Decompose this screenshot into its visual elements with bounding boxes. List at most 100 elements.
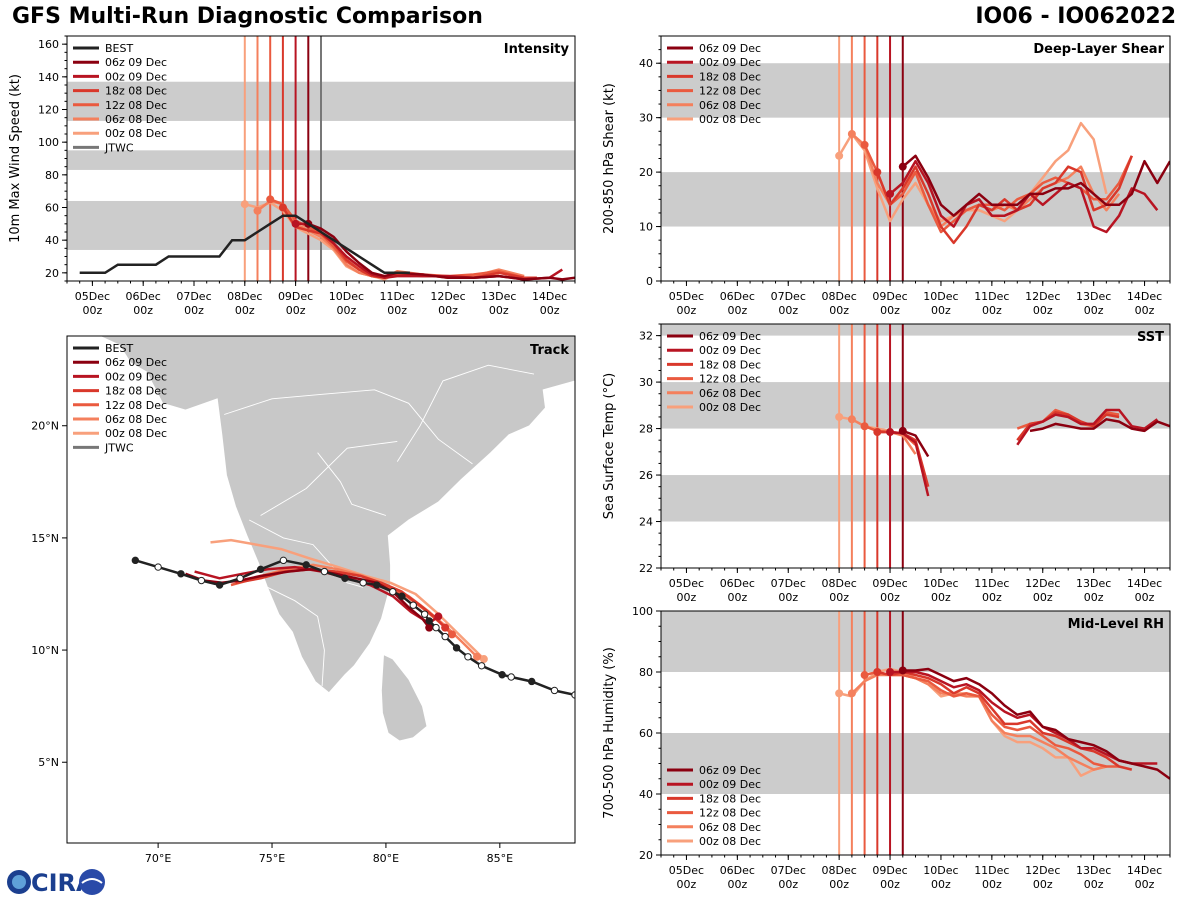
rh-series-start-point	[886, 668, 895, 676]
rh-plot-area	[661, 611, 1170, 855]
best-track-point	[507, 673, 515, 681]
rh-series-line	[864, 670, 1120, 768]
rh-panel: 2040608010005Dec00z06Dec00z07Dec00z08Dec…	[602, 605, 1171, 891]
track-frame	[66, 335, 576, 844]
shear-shade-band	[661, 63, 1170, 118]
rh-x-tick-label: 08Dec	[822, 864, 857, 877]
intensity-legend-label: 00z 08 Dec	[105, 127, 167, 140]
best-track-point	[550, 686, 559, 695]
rh-series-line	[902, 667, 1170, 780]
sst-x-tick-label: 06Dec	[720, 577, 755, 590]
best-track-point	[320, 567, 329, 576]
sst-series-line	[902, 418, 1170, 458]
rh-y-tick-label: 40	[639, 788, 653, 801]
track-legend-label: 06z 09 Dec	[105, 356, 167, 369]
shear-x-tick-label: 05Dec	[669, 290, 704, 303]
intensity-series-start-point	[291, 219, 300, 228]
intensity-x-tick-label: 00z	[83, 304, 103, 317]
sst-legend-label: 18z 08 Dec	[699, 358, 761, 371]
intensity-x-tick-label: 00z	[387, 304, 407, 317]
shear-x-tick-label: 00z	[677, 304, 697, 317]
sst-x-tick-label: 00z	[1135, 591, 1155, 604]
intensity-plot-area	[67, 36, 575, 281]
rh-series-line	[890, 670, 1158, 765]
best-track-point	[452, 644, 461, 652]
state-border-line	[248, 519, 364, 588]
track-y-tick-label: 10°N	[31, 644, 59, 657]
best-track-point	[256, 565, 265, 574]
intensity-y-tick-label: 120	[38, 104, 59, 117]
sst-panel-title: SST	[1137, 330, 1164, 345]
sri-lanka-landmass	[380, 653, 428, 742]
intensity-y-tick-label: 40	[45, 234, 59, 247]
intensity-x-tick-label: 06Dec	[126, 290, 161, 303]
track-x-tick-label: 80°E	[373, 852, 399, 865]
forecast-track-start-point	[434, 612, 443, 621]
shear-series-start-point	[873, 168, 882, 177]
intensity-x-tick-label: 00z	[540, 304, 560, 317]
rh-y-tick-label: 60	[639, 727, 653, 740]
best-track-point	[302, 561, 310, 569]
shear-x-tick-label: 00z	[880, 304, 900, 317]
sst-y-tick-label: 32	[639, 330, 653, 343]
shear-legend-label: 12z 08 Dec	[699, 85, 761, 98]
track-legend-label: 00z 08 Dec	[105, 427, 167, 440]
storm-id: IO06 - IO062022	[975, 4, 1176, 29]
intensity-y-tick-label: 80	[45, 169, 59, 182]
sst-x-tick-label: 00z	[1033, 591, 1053, 604]
track-legend-label: 18z 08 Dec	[105, 385, 167, 398]
sst-x-tick-label: 00z	[1084, 591, 1104, 604]
shear-x-tick-label: 06Dec	[720, 290, 755, 303]
best-track-point	[236, 574, 244, 582]
shear-legend-label: 00z 08 Dec	[699, 113, 761, 126]
shear-x-tick-label: 00z	[931, 304, 951, 317]
track-panel-title: Track	[530, 343, 569, 358]
shear-x-tick-label: 00z	[982, 304, 1002, 317]
state-border-line	[224, 389, 473, 465]
intensity-x-tick-label: 09Dec	[278, 290, 313, 303]
shear-x-tick-label: 14Dec	[1127, 290, 1162, 303]
sst-x-tick-label: 12Dec	[1025, 577, 1060, 590]
shear-legend-label: 00z 09 Dec	[699, 56, 761, 69]
best-track-point	[498, 671, 506, 679]
sst-x-tick-label: 00z	[829, 591, 849, 604]
sst-legend-label: 12z 08 Dec	[699, 373, 761, 386]
best-track-point	[409, 601, 417, 609]
rh-x-tick-label: 00z	[677, 878, 697, 891]
intensity-legend-label: 00z 09 Dec	[105, 70, 167, 83]
sst-legend-label: 00z 08 Dec	[699, 401, 761, 414]
shear-x-tick-label: 08Dec	[822, 290, 857, 303]
intensity-x-tick-label: 00z	[286, 304, 306, 317]
best-track-point	[197, 576, 206, 585]
intensity-y-tick-label: 20	[45, 267, 59, 280]
sst-x-tick-label: 14Dec	[1127, 577, 1162, 590]
track-legend-label: JTWC	[104, 441, 134, 454]
shear-series-start-point	[898, 162, 907, 171]
shear-x-tick-label: 09Dec	[872, 290, 907, 303]
sst-x-tick-label: 00z	[880, 591, 900, 604]
best-track-point	[398, 592, 406, 600]
rh-x-tick-label: 00z	[1135, 878, 1155, 891]
rh-x-tick-label: 09Dec	[872, 864, 907, 877]
rh-series-line	[877, 670, 1133, 771]
best-track-point	[420, 610, 429, 618]
sst-legend-label: 00z 09 Dec	[699, 344, 761, 357]
intensity-legend-label: JTWC	[104, 141, 134, 154]
rh-x-tick-label: 12Dec	[1025, 864, 1060, 877]
sst-x-tick-label: 00z	[931, 591, 951, 604]
intensity-legend-label: 06z 08 Dec	[105, 113, 167, 126]
shear-y-tick-label: 30	[639, 112, 653, 125]
best-track-point	[177, 570, 185, 578]
intensity-x-tick-label: 00z	[438, 304, 458, 317]
rh-legend-label: 06z 09 Dec	[699, 764, 761, 777]
shear-series-start-point	[886, 189, 895, 198]
rh-x-tick-label: 14Dec	[1127, 864, 1162, 877]
state-border-line	[267, 586, 325, 687]
rh-x-tick-label: 07Dec	[771, 864, 806, 877]
best-track-point	[131, 556, 140, 565]
shear-y-axis-label: 200-850 hPa Shear (kt)	[602, 83, 617, 234]
track-x-tick-label: 70°E	[145, 852, 171, 865]
sst-shade-band	[661, 475, 1170, 522]
intensity-x-tick-label: 00z	[133, 304, 153, 317]
sst-plot-area	[661, 324, 1170, 568]
